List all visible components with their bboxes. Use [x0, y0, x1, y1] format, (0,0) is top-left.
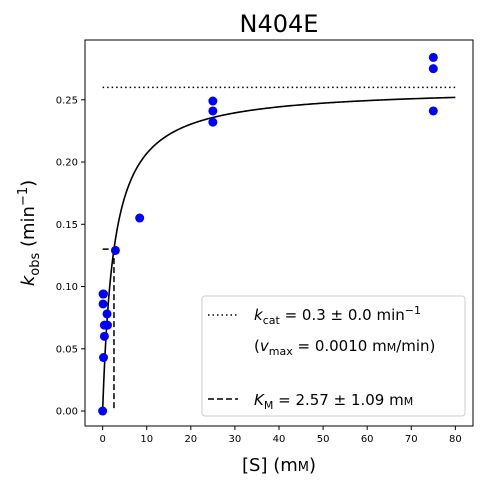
data-point: [208, 117, 218, 127]
data-point: [428, 64, 438, 74]
data-point: [102, 309, 112, 319]
x-tick-label: 10: [140, 434, 153, 445]
data-point: [98, 406, 108, 416]
y-tick-label: 0.00: [56, 407, 78, 418]
y-tick-label: 0.15: [56, 220, 78, 231]
data-point: [208, 106, 218, 116]
ticks-layer: 0 10 20 30 40 50 60 70 80 0.00 0.05 0.10 0.15 0.20 0.2…: [56, 95, 462, 445]
data-point: [135, 213, 145, 223]
data-point: [208, 96, 218, 106]
y-tick-label: 0.20: [56, 158, 78, 169]
data-point: [110, 245, 120, 255]
legend-km-label: KM = 2.57 ± 1.09 mM: [254, 391, 413, 412]
legend-kcat-label: kcat = 0.3 ± 0.0 min−1: [254, 304, 421, 327]
legend-box: [201, 295, 466, 417]
x-axis-title-main: [S] (m: [242, 455, 298, 476]
x-axis-title-unit: M: [298, 460, 309, 475]
y-axis-title-close: ): [18, 180, 39, 187]
data-point: [98, 299, 108, 309]
y-axis-title: kobs (min−1): [16, 180, 43, 286]
points-layer: [98, 52, 438, 416]
x-tick-label: 0: [99, 434, 105, 445]
data-point: [102, 320, 112, 330]
fit-curve: [101, 96, 456, 410]
data-point: [428, 106, 438, 116]
x-tick-label: 20: [184, 434, 197, 445]
y-tick-label: 0.10: [56, 282, 78, 293]
x-tick-label: 30: [229, 434, 242, 445]
chart-title: N404E: [240, 10, 319, 38]
y-axis-title-sub: obs: [28, 253, 43, 276]
data-point: [99, 353, 109, 363]
y-tick-label: 0.25: [56, 95, 78, 106]
legend: kcat = 0.3 ± 0.0 min−1 (vmax = 0.0010 mM…: [201, 295, 466, 417]
y-axis-title-sup: −1: [16, 187, 31, 206]
y-axis-title-unit: (min: [18, 206, 39, 253]
data-point: [99, 331, 109, 341]
x-tick-label: 50: [317, 434, 330, 445]
data-point: [99, 289, 109, 299]
y-axis-title-k: k: [18, 274, 39, 286]
x-axis-title-close: ): [309, 455, 316, 476]
x-tick-label: 40: [273, 434, 286, 445]
curve-layer: [101, 96, 456, 410]
y-tick-label: 0.05: [56, 344, 78, 355]
legend-vmax-label: (vmax = 0.0010 mM/min): [254, 337, 435, 358]
data-point: [428, 52, 438, 62]
x-tick-label: 60: [361, 434, 374, 445]
x-tick-label: 70: [405, 434, 418, 445]
x-tick-label: 80: [449, 434, 462, 445]
x-axis-title: [S] (mM): [242, 455, 316, 476]
